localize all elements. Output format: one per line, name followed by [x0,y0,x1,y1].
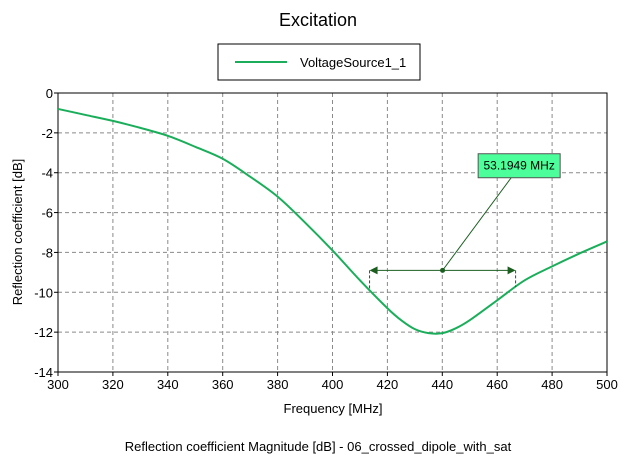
x-tick-label: 360 [212,377,234,392]
x-tick-label: 340 [157,377,179,392]
annotation-label-box [477,153,561,179]
x-tick-label: 500 [596,377,618,392]
plot-area [57,92,608,373]
annotation-arrowhead-left [369,266,378,275]
x-tick-label: 320 [102,377,124,392]
annotation-label: 53.1949 MHz [483,159,554,173]
grid [58,93,607,372]
x-tick-label: 440 [431,377,453,392]
y-axis-ticks: 0 -2 -4 -6 -8 -10 -12 -14 [34,86,58,380]
y-tick-label: 0 [46,86,53,101]
y-tick-label: -8 [41,245,53,260]
annotation-leader-line [442,177,512,271]
y-tick-label: -12 [34,325,53,340]
legend-label: VoltageSource1_1 [300,55,406,70]
x-tick-label: 380 [267,377,289,392]
x-tick-label: 420 [377,377,399,392]
x-tick-label: 480 [541,377,563,392]
x-tick-label: 300 [47,377,69,392]
chart-caption: Reflection coefficient Magnitude [dB] - … [125,439,512,454]
x-tick-label: 400 [322,377,344,392]
y-tick-label: -14 [34,365,53,380]
series-line-voltagesource1-1 [57,107,608,335]
chart-title: Excitation [279,10,357,30]
x-tick-label: 460 [486,377,508,392]
legend: VoltageSource1_1 [217,43,421,81]
bandwidth-annotation: 53.1949 MHz [369,153,561,291]
y-axis-title: Reflection coefficient [dB] [10,159,25,305]
y-tick-label: -4 [41,166,53,181]
y-tick-label: -2 [41,126,53,141]
y-tick-label: -10 [34,285,53,300]
y-tick-label: -6 [41,206,53,221]
x-axis-ticks: 300 320 340 360 380 400 420 440 460 480 500 [47,372,618,392]
x-axis-title: Frequency [MHz] [284,401,383,416]
annotation-arrowhead-right [507,266,516,275]
